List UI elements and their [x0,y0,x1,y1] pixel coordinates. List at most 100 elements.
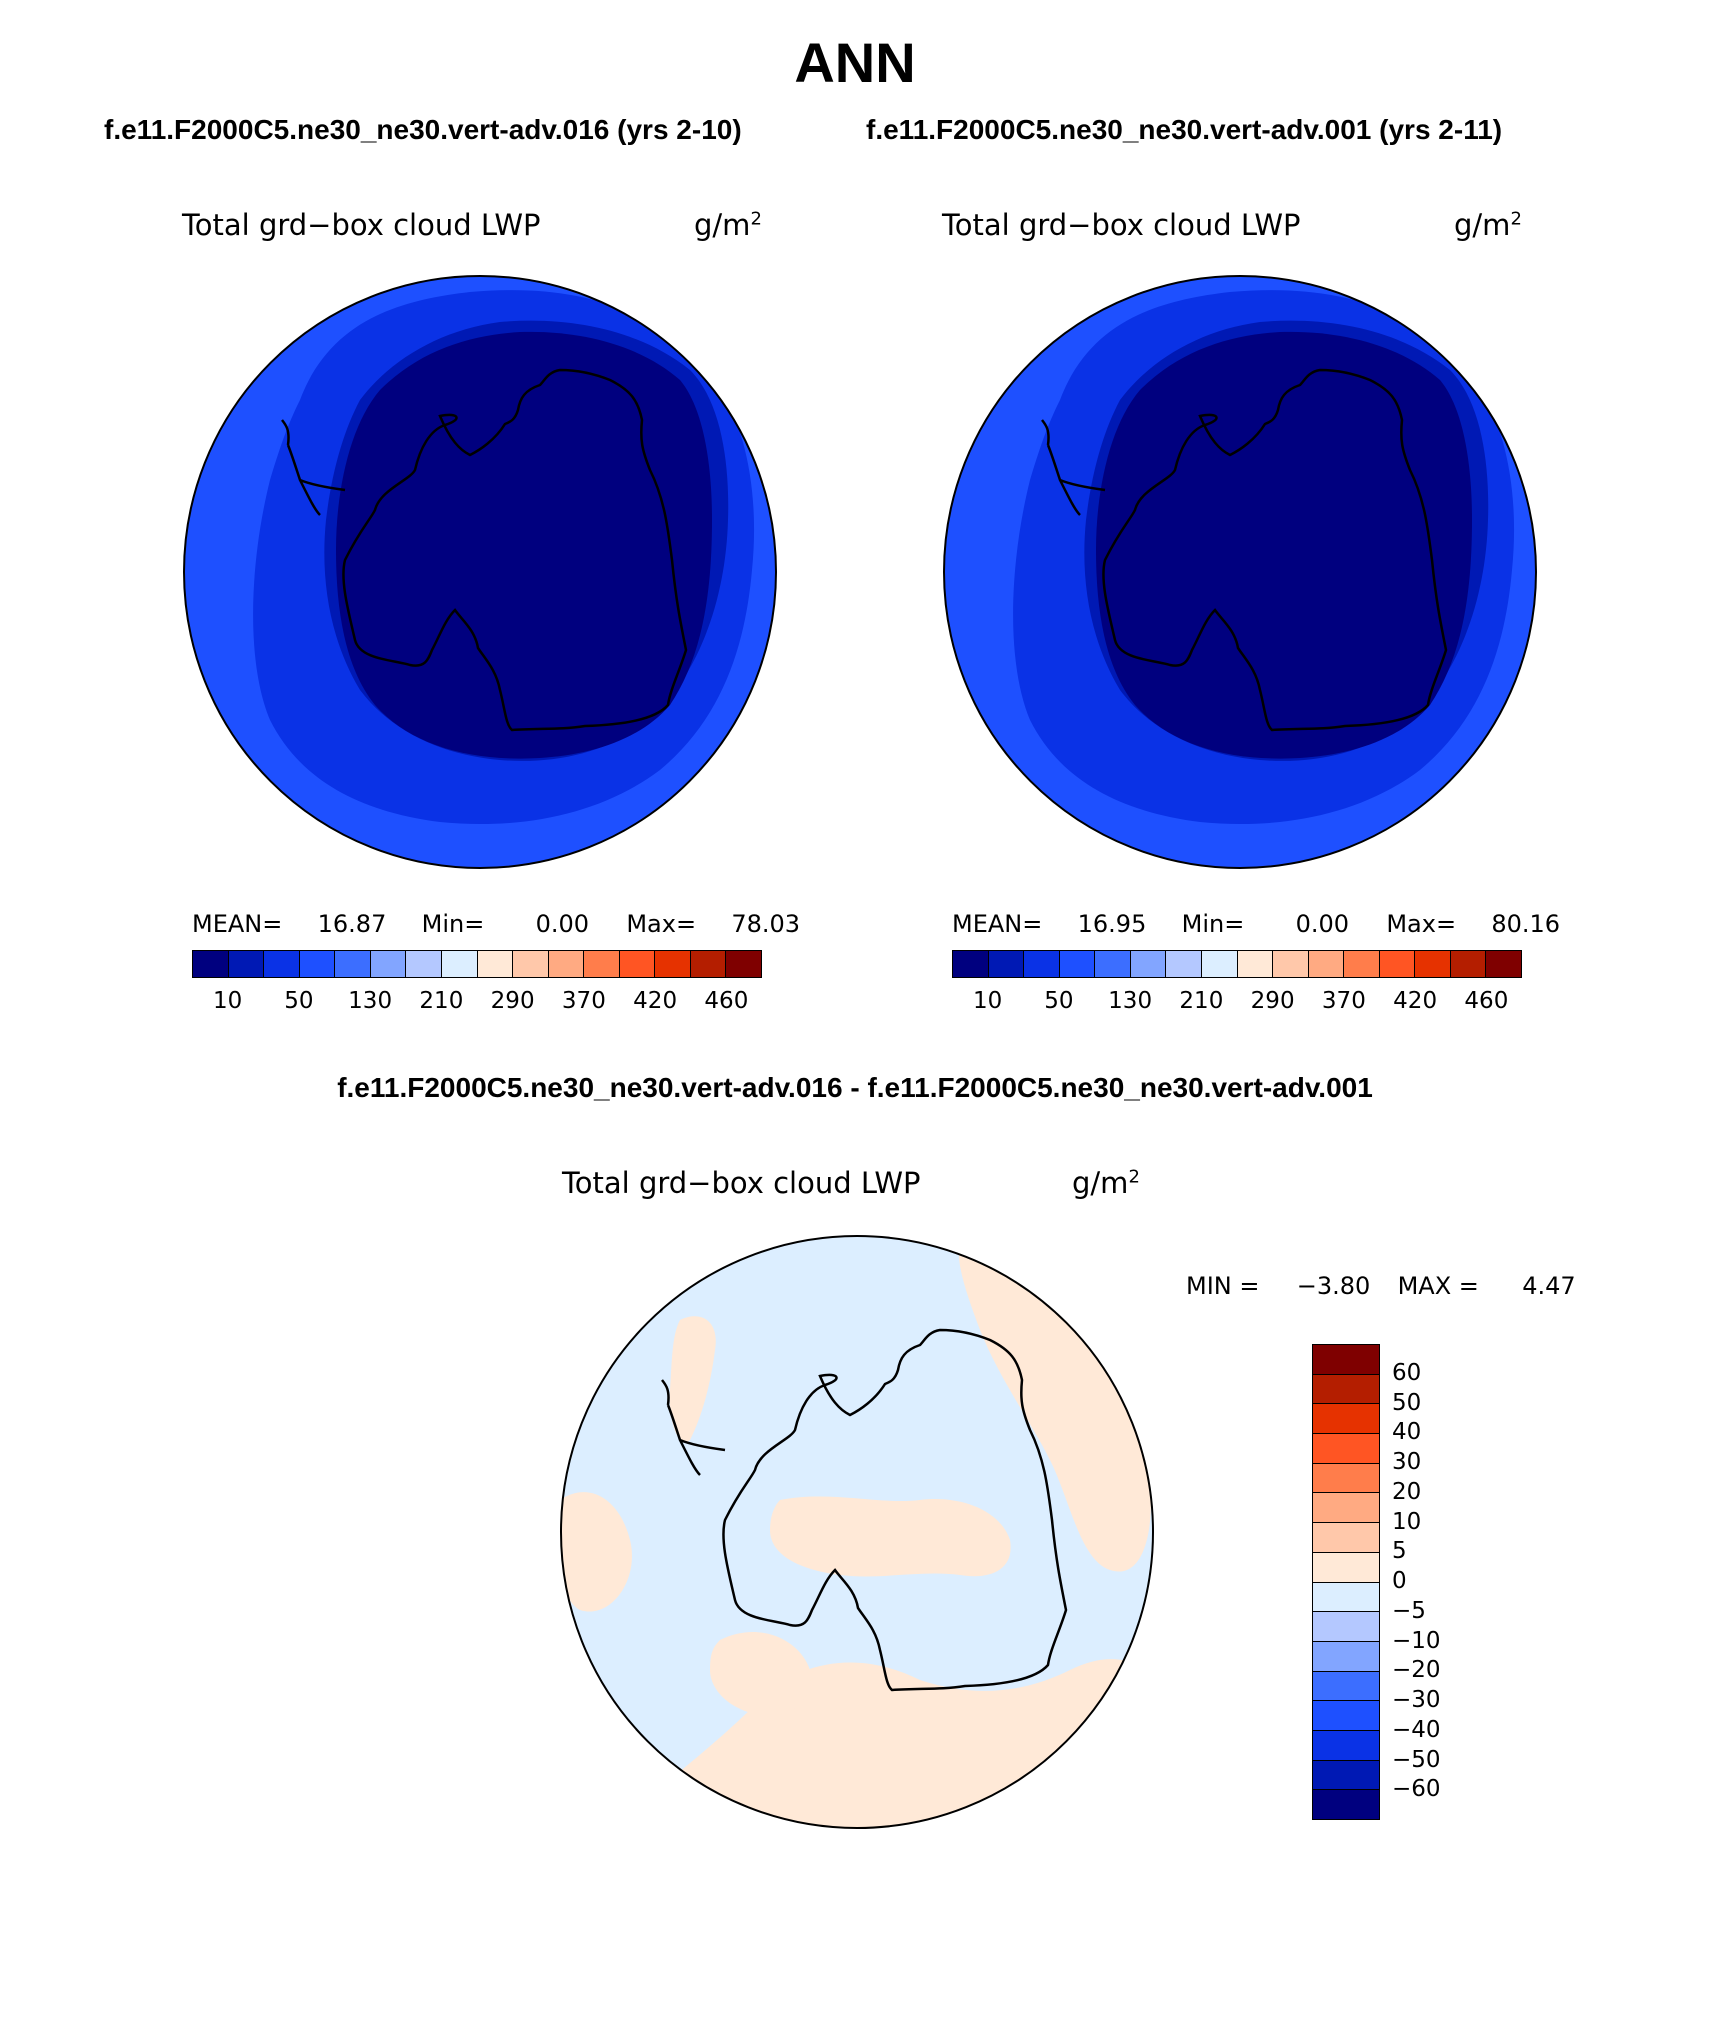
panel2-colorbar-swatch [1130,951,1167,977]
figure-title: ANN [794,31,916,94]
panel1-min-value: 0.00 [535,910,590,938]
panel2-map [944,276,1536,868]
panel2-colorbar-swatch [1024,951,1060,977]
diff-colorbar-tick-label: −5 [1392,1597,1426,1624]
diff-colorbar-tick-label: −60 [1392,1776,1441,1803]
panel1-colorbar-tick-label: 210 [419,988,464,1014]
panel1-colorbar-swatch [690,951,727,977]
panel1-colorbar-tick-label: 130 [348,988,393,1014]
diff-units-base: g/m [1072,1166,1129,1200]
panel1-min-label: Min= [421,910,485,938]
panel1-colorbar-tick-label: 50 [284,988,314,1014]
diff-colorbar-tick-label: −40 [1392,1716,1441,1743]
panel2-colorbar-swatch [1379,951,1416,977]
panel1-colorbar-tick-label: 460 [704,988,749,1014]
diff-colorbar-swatch [1313,1493,1379,1524]
diff-colorbar-tick-label: −10 [1392,1627,1441,1654]
diff-max-value: 4.47 [1522,1272,1576,1300]
diff-colorbar-tick-label: 30 [1392,1449,1422,1475]
panel2-colorbar-tick-label: 130 [1108,988,1153,1014]
diff-antarctica-outline [722,1328,1068,1692]
diff-positive-region-interior [770,1496,1011,1577]
panel2-peninsula-outline [1041,419,1106,516]
panel1-max-label: Max= [626,910,697,938]
panel2-units-exp: 2 [1510,208,1522,230]
panel2-colorbar-swatch [1166,951,1202,977]
panel2-colorbar-tick-label: 10 [972,988,1003,1014]
panel2-colorbar-swatch [1059,951,1096,977]
diff-colorbar-swatch [1313,1523,1379,1553]
panel1-antarctica-outline [342,368,688,732]
diff-colorbar-tick-label: −50 [1392,1746,1441,1773]
diff-colorbar-tick-label: 40 [1392,1419,1422,1446]
diff-colorbar-swatch [1313,1612,1379,1642]
panel2-colorbar [952,950,1522,978]
panel1-mean-value: 16.87 [317,910,387,938]
panel1-colorbar-swatch [193,951,229,977]
diff-colorbar [1312,1344,1380,1820]
panel2-max-value: 80.16 [1491,910,1561,938]
diff-units: g/m2 [1072,1166,1140,1200]
panel2-colorbar-tick-label: 370 [1321,988,1366,1014]
panel2-min-value: 0.00 [1295,910,1350,938]
panel1-colorbar-swatch [619,951,656,977]
panel2-colorbar-tick-label: 50 [1044,988,1074,1014]
panel1-colorbar-tick-label: 420 [633,988,678,1014]
diff-max-label: MAX = [1397,1272,1479,1300]
panel1-colorbar-swatch [655,951,691,977]
panel1-colorbar-tick-label: 290 [490,988,535,1014]
panel2-variable-title: Total grd−box cloud LWP [942,208,1301,242]
diff-positive-region-northwest [669,1316,716,1442]
panel1-units-base: g/m [694,208,751,242]
panel1-colorbar-tick-label: 10 [212,988,243,1014]
diff-colorbar-swatch [1313,1730,1379,1761]
panel1-colorbar-labels: 10 50 130 210 290 370 420 460 [192,988,762,1018]
panel1-colorbar-swatch [477,951,514,977]
diff-positive-region-east [958,1240,1151,1572]
panel2-colorbar-swatch [1273,951,1309,977]
diff-colorbar-tick-label: 50 [1392,1389,1422,1416]
subtitle-case-right: f.e11.F2000C5.ne30_ne30.vert-adv.001 (yr… [866,114,1503,145]
panel2-map-frame [943,275,1537,869]
diff-colorbar-swatch [1313,1374,1379,1405]
panel1-peninsula-outline [281,419,346,516]
diff-colorbar-tick-label: 10 [1392,1508,1422,1535]
diff-colorbar-swatch [1313,1434,1379,1464]
diff-units-exp: 2 [1128,1166,1140,1188]
panel2-units: g/m2 [1454,208,1522,242]
panel2-colorbar-swatch [953,951,989,977]
panel1-colorbar-swatch [228,951,265,977]
diff-colorbar-swatch [1313,1701,1379,1731]
panel1-colorbar-swatch [335,951,371,977]
diff-colorbar-swatch [1313,1404,1379,1435]
panel1-colorbar-swatch [406,951,442,977]
panel2-colorbar-swatch [1450,951,1487,977]
diff-colorbar-swatch [1313,1582,1379,1613]
diff-colorbar-swatch [1313,1345,1379,1375]
panel2-colorbar-tick-label: 290 [1250,988,1295,1014]
diff-min-value: −3.80 [1296,1272,1371,1300]
diff-colorbar-swatch [1313,1463,1379,1494]
diff-map-frame [560,1235,1154,1829]
panel2-max-label: Max= [1386,910,1457,938]
diff-colorbar-tick-label: −30 [1392,1687,1441,1713]
panel2-units-base: g/m [1454,208,1511,242]
panel1-variable-title: Total grd−box cloud LWP [182,208,541,242]
diff-colorbar-tick-label: 20 [1392,1478,1422,1505]
panel2-colorbar-swatch [1308,951,1345,977]
panel2-colorbar-tick-label: 420 [1393,988,1438,1014]
panel2-stats: MEAN= 16.95 Min= 0.00 Max= 80.16 [952,910,1560,938]
panel2-colorbar-swatch [1415,951,1451,977]
panel1-map-frame [183,275,777,869]
diff-variable-title: Total grd−box cloud LWP [562,1166,921,1200]
diff-colorbar-tick-label: −20 [1392,1657,1441,1684]
diff-colorbar-swatch [1313,1641,1379,1672]
panel2-colorbar-swatch [1237,951,1274,977]
panel1-mean-label: MEAN= [192,910,283,938]
diff-map [561,1236,1153,1828]
panel2-colorbar-swatch [1486,951,1521,977]
panel1-colorbar [192,950,762,978]
panel1-stats: MEAN= 16.87 Min= 0.00 Max= 78.03 [192,910,800,938]
panel2-min-label: Min= [1181,910,1245,938]
